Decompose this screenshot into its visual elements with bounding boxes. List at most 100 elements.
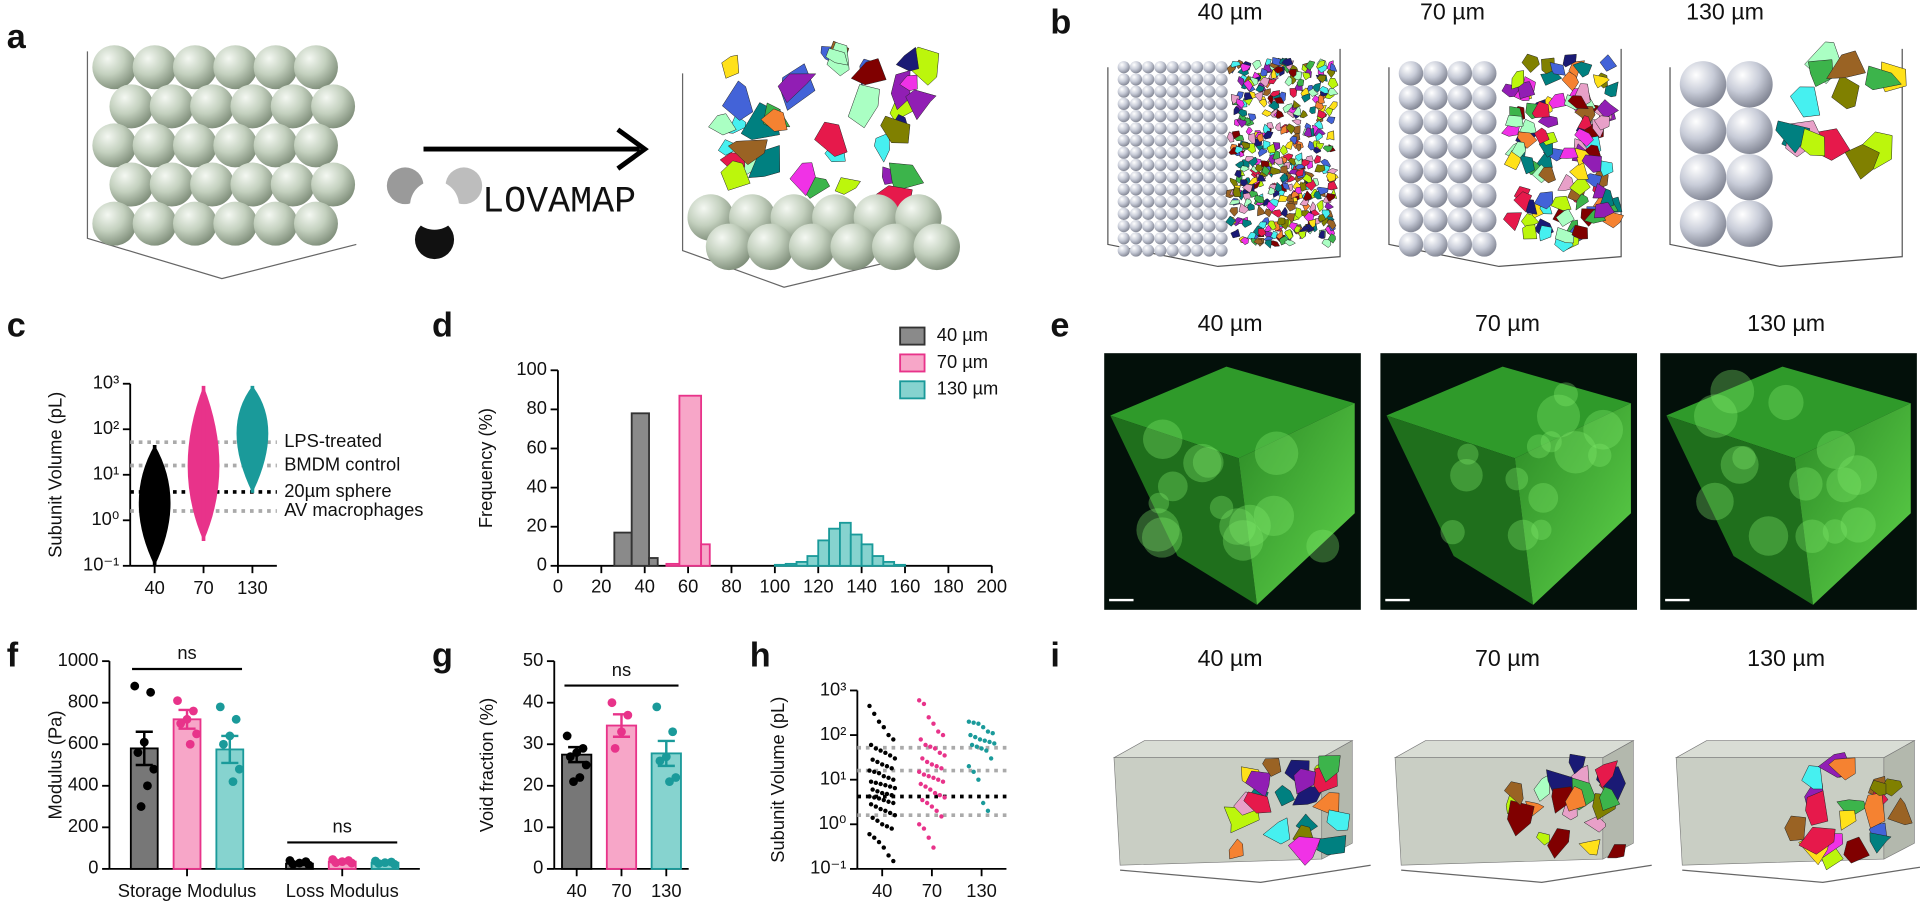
pore-fragment [1261,165,1271,176]
box-edge [1682,866,1920,883]
particle [1117,85,1130,98]
bead [1554,431,1597,474]
particle [1154,171,1167,184]
pore-fragment [1594,760,1618,789]
pore-fragment [850,58,887,86]
pore-fragment [1244,92,1253,101]
bead [1732,446,1756,470]
particle [132,123,177,168]
particle [1190,61,1204,74]
data-point [867,768,872,773]
data-point [875,818,880,823]
data-point [920,797,925,803]
y-tick-label: 10³ [820,678,846,699]
data-point [884,791,890,797]
pore-fragment [1239,165,1250,172]
data-point [875,759,880,765]
pore-fragment [1279,172,1289,183]
particle [1215,85,1228,98]
data-point [872,769,877,775]
panel-title: 130 µm [1686,0,1764,25]
data-point [886,799,891,804]
pore-fragment [1536,831,1550,846]
pore-fragment [1260,67,1268,77]
particle [1178,219,1191,233]
particle [1154,134,1167,147]
data-point [872,711,877,716]
particle [1178,244,1191,257]
y-tick-label: 10⁻¹ [810,857,846,878]
pore-fragment [1326,130,1335,141]
data-point [990,731,995,736]
particle [109,162,154,207]
panel-title: 40 µm [1198,645,1263,671]
data-point [872,795,877,800]
bead [1528,483,1559,513]
data-point [974,744,980,749]
data-point [892,785,898,791]
pore-fragment [1241,141,1250,149]
particle [1423,61,1448,86]
bead [1254,431,1299,476]
data-point [876,770,882,776]
particle [1178,85,1191,98]
y-tick-label: 80 [527,397,547,418]
pore-fragment [1229,207,1238,217]
particle [1166,244,1179,257]
particle [253,45,298,90]
pore-fragment [1274,784,1295,807]
data-point [867,794,872,799]
particle [1190,85,1204,98]
pore-fragment [1234,161,1244,169]
bead [1710,369,1755,414]
particle [1142,171,1155,184]
chart: 0 10 20 30 40 50 Void fraction (%) ns 40 70 130 [476,649,689,901]
pore-fragment [834,177,861,195]
pore-fragment [727,139,768,166]
pore-fragment [1869,832,1892,854]
particle [1398,85,1424,110]
particle [1154,195,1167,208]
bead [1306,529,1340,563]
bead [1148,492,1170,514]
data-point [971,769,976,775]
panel-label: i [1050,637,1060,675]
pore-fragment [1784,815,1807,842]
data-point [934,764,939,769]
pore-fragment [1234,145,1243,154]
particle [1398,207,1424,233]
particle [1129,207,1143,220]
y-tick-label: 800 [68,691,99,712]
data-point [873,804,879,809]
particle [1203,97,1216,110]
pore-fragment [1237,108,1248,117]
pore-fragment [1801,765,1823,790]
pore-fragment [1267,186,1275,195]
histogram-bar [860,543,874,567]
x-tick-label: Storage Modulus [118,880,257,901]
particle [1178,183,1191,196]
particle [1129,219,1143,233]
data-point [889,766,894,771]
histogram-bar [784,562,798,567]
particle [1203,109,1216,123]
histogram-bar [893,563,906,567]
particle [1117,122,1130,135]
cube-face [1666,366,1911,459]
y-tick-label: 10⁰ [819,812,847,833]
data-point [623,710,633,720]
data-point [617,727,626,737]
pore-fragment [1281,182,1290,190]
x-tick-label: 130 [237,577,268,598]
panel-label: e [1050,307,1069,345]
pore-fragment [1522,224,1538,240]
particle [1178,61,1191,74]
pore-fragment [1299,109,1308,119]
data-point [940,732,946,738]
pore-fragment [1317,95,1325,104]
pore-fragment [1574,128,1594,147]
data-point [873,746,879,751]
histogram-bar [839,521,852,567]
data-point [878,748,883,753]
particle [1154,122,1167,135]
